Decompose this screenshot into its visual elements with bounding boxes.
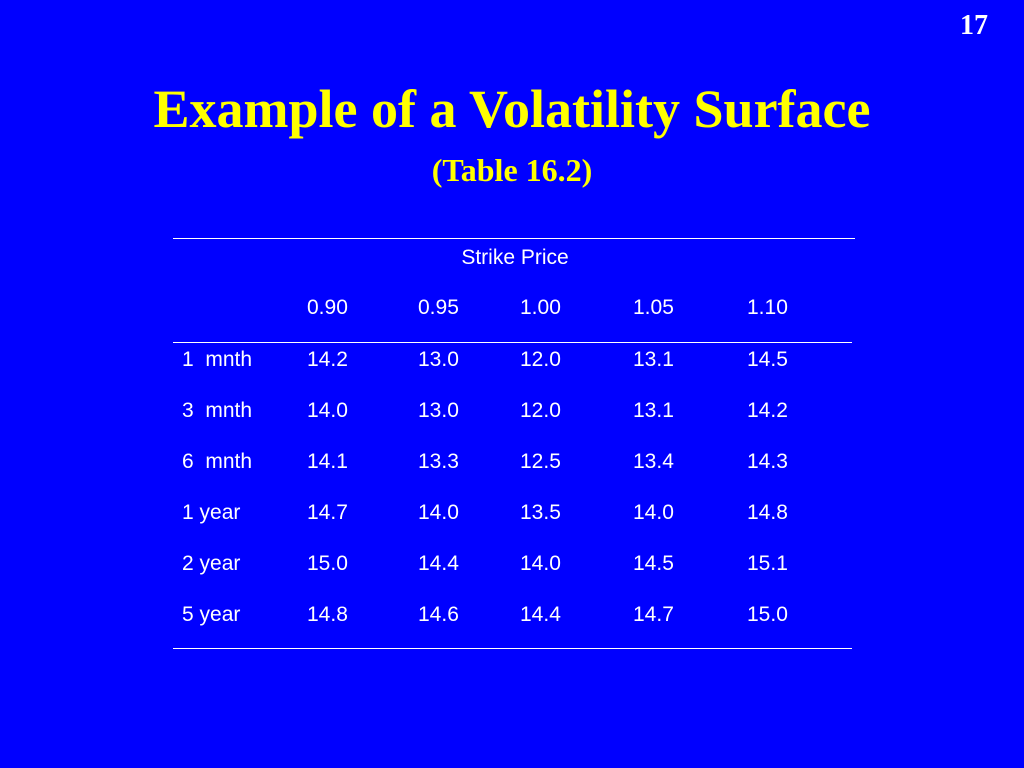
- table-cell: 14.4: [418, 552, 459, 575]
- slide-subtitle: (Table 16.2): [431, 152, 593, 188]
- column-header: 1.10: [747, 296, 788, 319]
- table-cell: 15.0: [747, 603, 788, 626]
- table-cell: 13.3: [418, 450, 459, 473]
- column-header: 0.90: [307, 296, 348, 319]
- group-header: Strike Price: [461, 246, 569, 269]
- table-cell: 15.0: [307, 552, 348, 575]
- table-cell: 14.5: [747, 348, 788, 371]
- table-cell: 13.4: [633, 450, 674, 473]
- table-cell: 14.0: [520, 552, 561, 575]
- table-cell: 14.7: [307, 501, 348, 524]
- table-cell: 12.0: [520, 399, 561, 422]
- table-rule-top: [173, 238, 855, 239]
- table-cell: 12.5: [520, 450, 561, 473]
- table-cell: 14.0: [307, 399, 348, 422]
- table-rule-bottom: [173, 648, 852, 649]
- row-label: 5 year: [182, 603, 241, 626]
- column-header: 1.00: [520, 296, 561, 319]
- table-cell: 14.2: [747, 399, 788, 422]
- table-cell: 13.0: [418, 348, 459, 371]
- table-cell: 14.7: [633, 603, 674, 626]
- table-cell: 13.1: [633, 399, 674, 422]
- table-cell: 13.1: [633, 348, 674, 371]
- table-cell: 12.0: [520, 348, 561, 371]
- page-number: 17: [960, 10, 988, 41]
- table-cell: 14.1: [307, 450, 348, 473]
- table-cell: 14.0: [418, 501, 459, 524]
- table-cell: 14.8: [747, 501, 788, 524]
- row-label: 6 mnth: [182, 450, 253, 473]
- column-header: 1.05: [633, 296, 674, 319]
- table-cell: 13.5: [520, 501, 561, 524]
- table-cell: 15.1: [747, 552, 788, 575]
- table-cell: 14.3: [747, 450, 788, 473]
- row-label: 1 year: [182, 501, 241, 524]
- table-rule-header: [173, 342, 852, 343]
- table-cell: 14.6: [418, 603, 459, 626]
- table-cell: 14.2: [307, 348, 348, 371]
- row-label: 1 mnth: [182, 348, 253, 371]
- row-label: 2 year: [182, 552, 241, 575]
- table-cell: 13.0: [418, 399, 459, 422]
- table-cell: 14.8: [307, 603, 348, 626]
- slide-title: Example of a Volatility Surface: [153, 79, 871, 139]
- table-cell: 14.5: [633, 552, 674, 575]
- column-header: 0.95: [418, 296, 459, 319]
- table-cell: 14.4: [520, 603, 561, 626]
- table-cell: 14.0: [633, 501, 674, 524]
- row-label: 3 mnth: [182, 399, 253, 422]
